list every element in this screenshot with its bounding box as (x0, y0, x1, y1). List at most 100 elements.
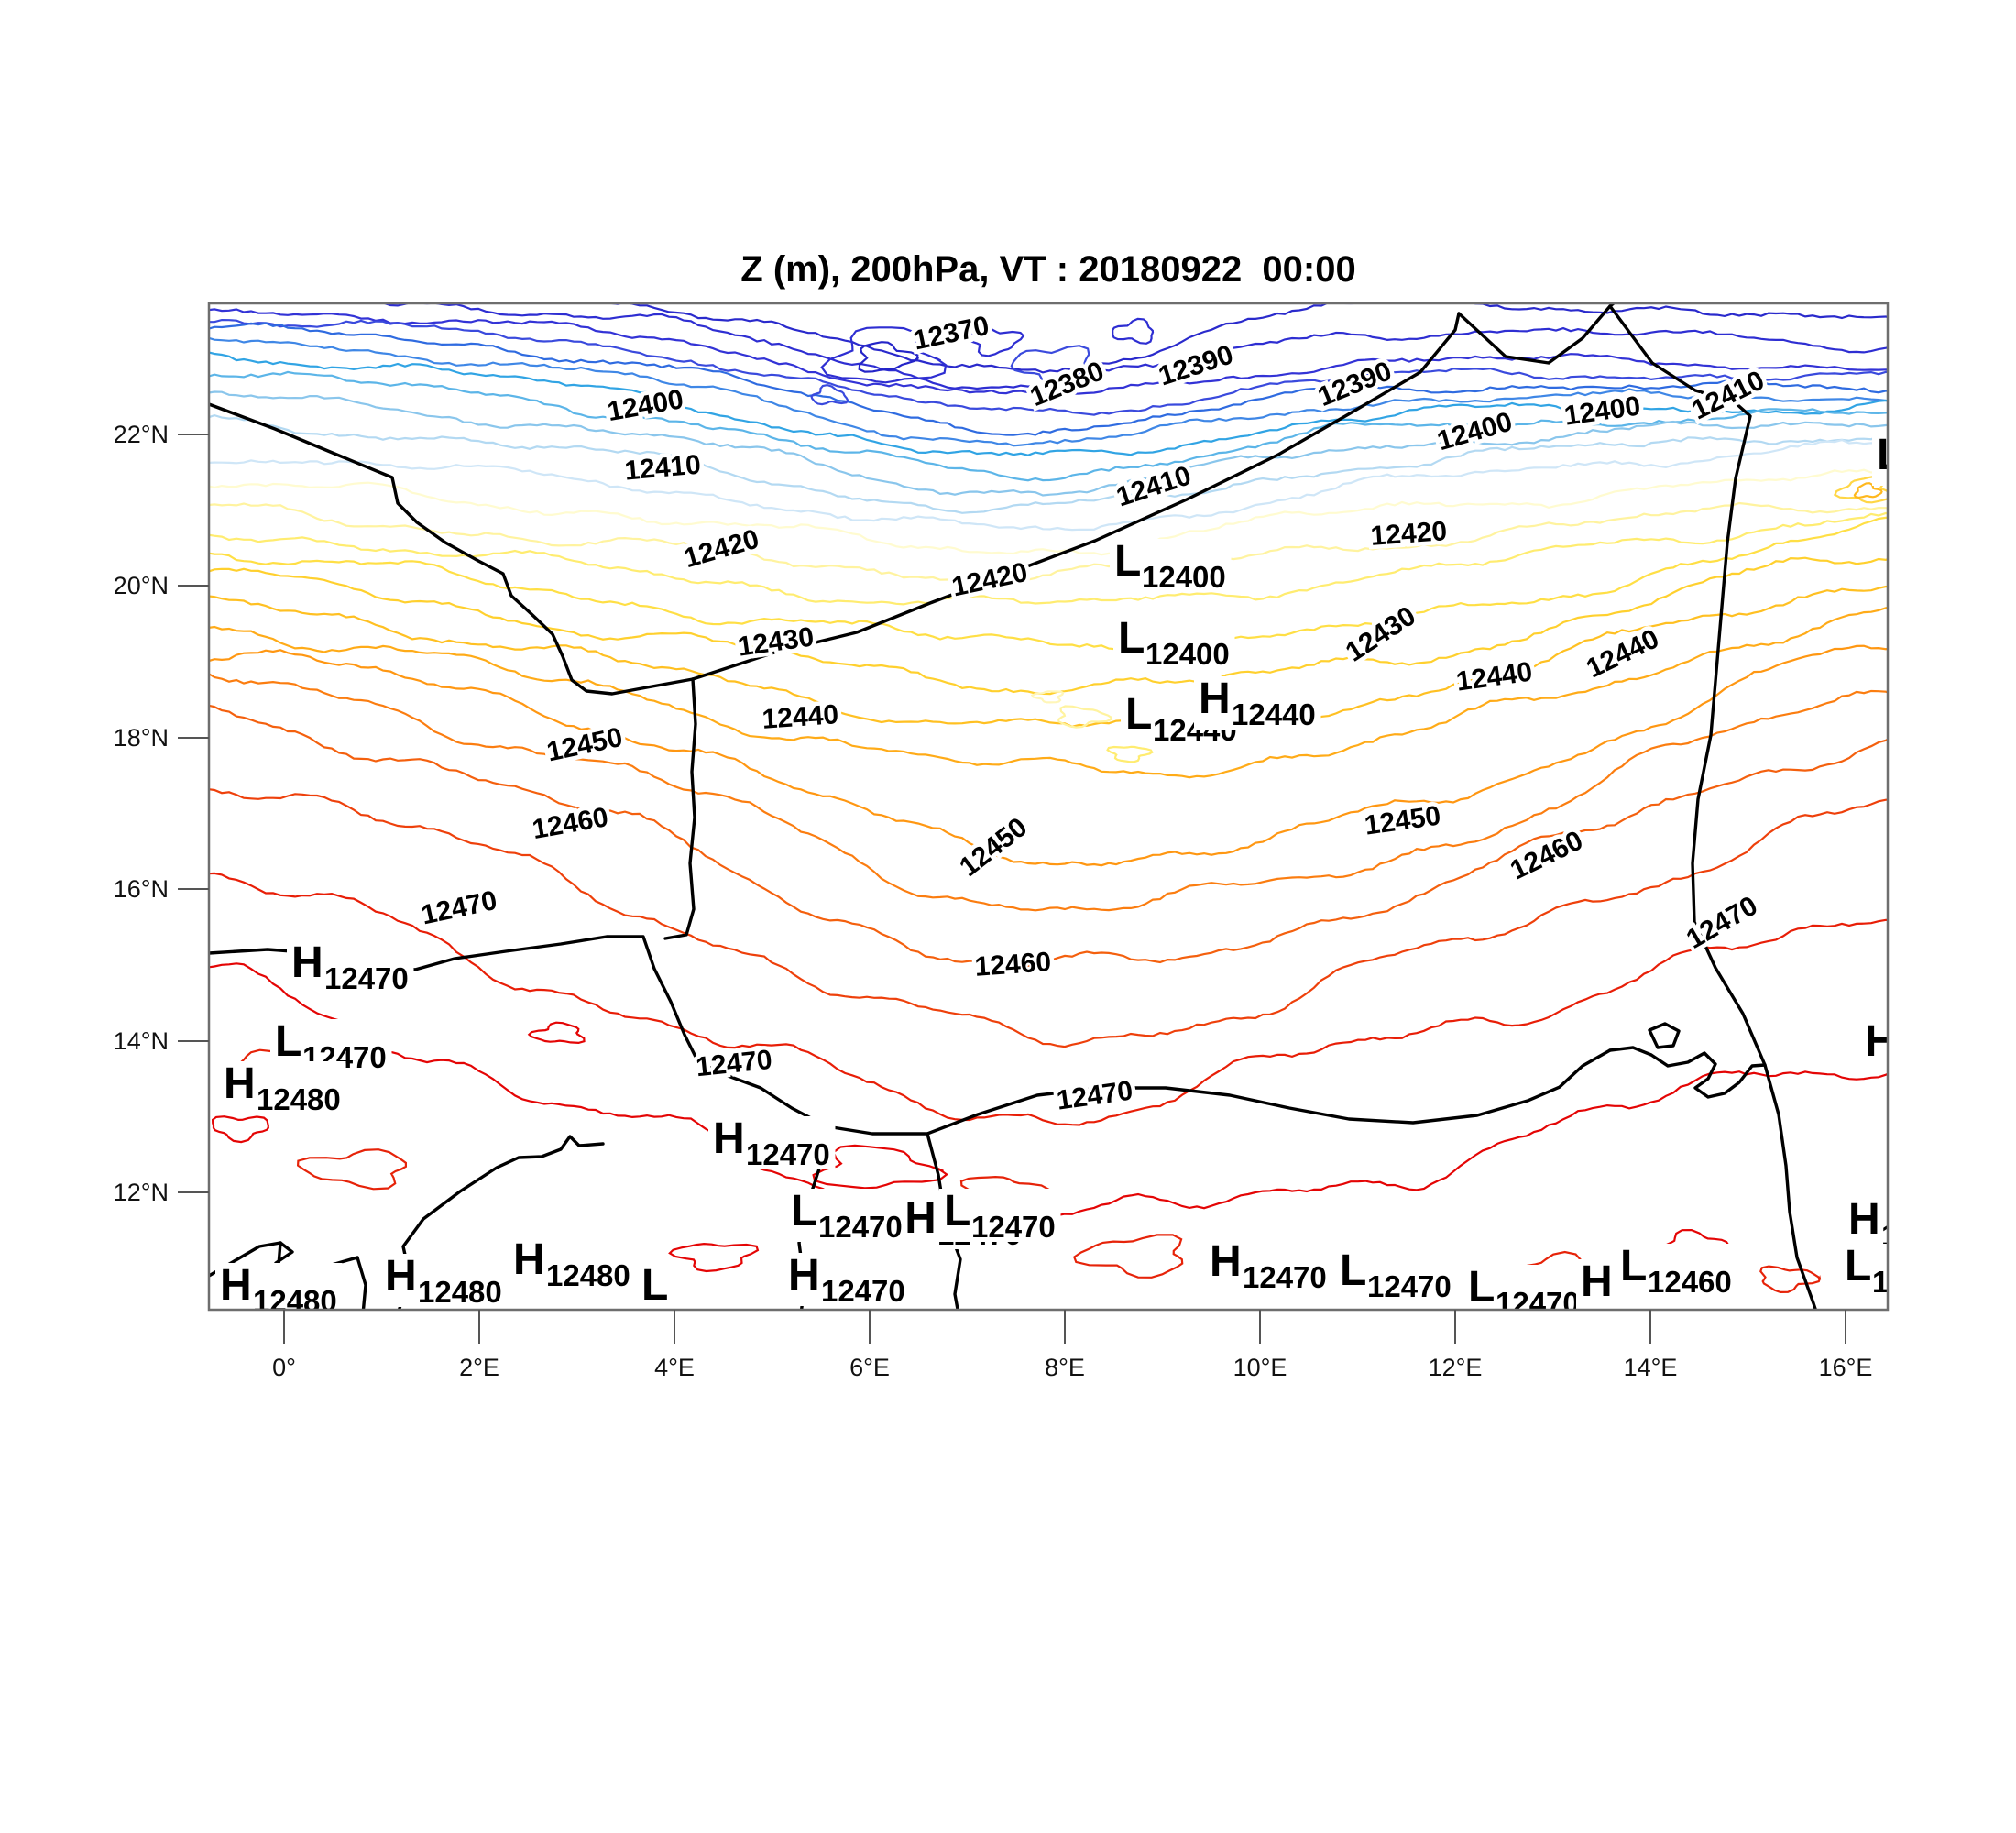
closed-contour (1112, 317, 1155, 345)
marker-letter: H (1581, 1257, 1613, 1306)
contour-label: 12470 (419, 885, 499, 931)
contour-label: 12460 (1506, 825, 1587, 885)
closed-contour (1010, 345, 1090, 389)
contour-label: 12420 (681, 524, 762, 575)
marker-value: 12440 (1232, 697, 1316, 731)
marker-letter: H (1865, 1017, 1897, 1066)
contour-label: 12460 (974, 947, 1053, 982)
lon-tick-label: 12°E (1429, 1354, 1483, 1381)
marker-letter: L (1118, 614, 1145, 663)
map-frame (207, 302, 1890, 1312)
closed-contour (967, 327, 1025, 357)
marker-letter: H (291, 938, 323, 987)
marker-letter: H (220, 1261, 252, 1310)
closed-contour (1106, 745, 1154, 763)
marker-value: 12400 (1142, 560, 1226, 594)
marker-value: 12480 (546, 1258, 630, 1292)
lon-tick-label: 8°E (1045, 1354, 1085, 1381)
marker-value: 12470 (324, 961, 409, 995)
low-marker: L 12470 (939, 1187, 1061, 1244)
country-border (209, 935, 1612, 1136)
closed-contour (296, 1148, 407, 1191)
closed-contour (1030, 690, 1065, 704)
low-marker: L 12400 (1110, 537, 1232, 594)
marker-letter: H (224, 1059, 256, 1108)
contour-line-12385 (209, 336, 1888, 447)
contour-label: 12470 (695, 1045, 773, 1083)
lon-tick-label: 4°E (654, 1354, 695, 1381)
contour-line-12365 (369, 303, 1888, 390)
marker-letter: H (385, 1252, 417, 1301)
marker-value: 12400 (1145, 637, 1230, 671)
contour-label: 12440 (1454, 656, 1534, 697)
lat-tick-label: 20°N (114, 572, 169, 599)
marker-letter: L (1114, 537, 1141, 586)
high-marker: H 12 (1844, 1195, 1915, 1252)
marker-letter: H (513, 1235, 545, 1284)
closed-contour (820, 326, 948, 384)
contour-line-12455 (209, 672, 1888, 912)
contour-label: 12450 (954, 812, 1033, 883)
country-border (397, 1135, 605, 1310)
contour-label: 12400 (1562, 390, 1642, 431)
lat-tick-label: 14°N (114, 1027, 169, 1055)
contour-line-12445 (209, 606, 1888, 779)
closed-contour (812, 1144, 948, 1190)
lat-tick-label: 12°N (114, 1179, 169, 1206)
contour-label: 12380 (1026, 356, 1109, 412)
contour-line-12415 (209, 468, 1888, 556)
lat-tick-label: 18°N (114, 724, 169, 752)
marker-value: 12470 (1243, 1260, 1327, 1294)
country-border (1608, 304, 1818, 1310)
marker-value: 12470 (1367, 1269, 1452, 1303)
marker-letter: L (1845, 1242, 1871, 1290)
high-marker: H 12480 (215, 1261, 343, 1318)
contour-line-12420 (209, 501, 1888, 586)
marker-value: 12 (1881, 1218, 1915, 1252)
contour-line-12465 (209, 788, 1888, 1048)
contour-line-12380 (209, 322, 1888, 436)
contour-line-12360 (604, 303, 1888, 374)
low-marker: L (637, 1261, 674, 1310)
marker-letter: L (1125, 690, 1152, 739)
closed-contour (1072, 1234, 1184, 1279)
marker-letter: H (1199, 675, 1231, 723)
marker-letter: L (1620, 1242, 1647, 1290)
marker-letter: H (1210, 1237, 1242, 1286)
high-marker: H 12480 (509, 1235, 636, 1292)
contour-label: 12470 (1055, 1075, 1134, 1115)
marker-value: 12470 (1496, 1286, 1580, 1320)
low-marker: L 12470 (1463, 1263, 1585, 1320)
country-border (663, 677, 697, 940)
lon-tick-label: 2°E (459, 1354, 499, 1381)
marker-value: 12470 (821, 1274, 905, 1308)
contour-line-12390 (209, 351, 1888, 456)
contour-line-12460 (209, 704, 1888, 968)
marker-value: 12480 (257, 1082, 341, 1116)
closed-contour (1759, 1265, 1822, 1294)
contour-label: 12410 (623, 449, 702, 486)
marker-value: 12470 (818, 1210, 903, 1244)
marker-value: 12480 (253, 1284, 337, 1318)
contour-line-12410 (209, 438, 1888, 532)
lon-tick-label: 10°E (1233, 1354, 1287, 1381)
closed-contour (858, 341, 920, 373)
contour-line-12435 (209, 556, 1888, 696)
marker-letter: L (1340, 1246, 1366, 1295)
marker-value: 12470 (746, 1137, 830, 1171)
chart-title: Z (m), 200hPa, VT : 20180922 00:00 (740, 249, 1356, 290)
marker-value: 12470 (971, 1210, 1056, 1244)
contour-label: 12410 (1687, 365, 1769, 425)
marker-letter: L (791, 1187, 817, 1235)
lon-tick-label: 0° (272, 1354, 296, 1381)
contour-line-12375 (209, 318, 1888, 416)
contour-line-12400 (209, 390, 1888, 497)
lon-tick-label: 6°E (849, 1354, 890, 1381)
closed-contour (668, 1242, 760, 1273)
